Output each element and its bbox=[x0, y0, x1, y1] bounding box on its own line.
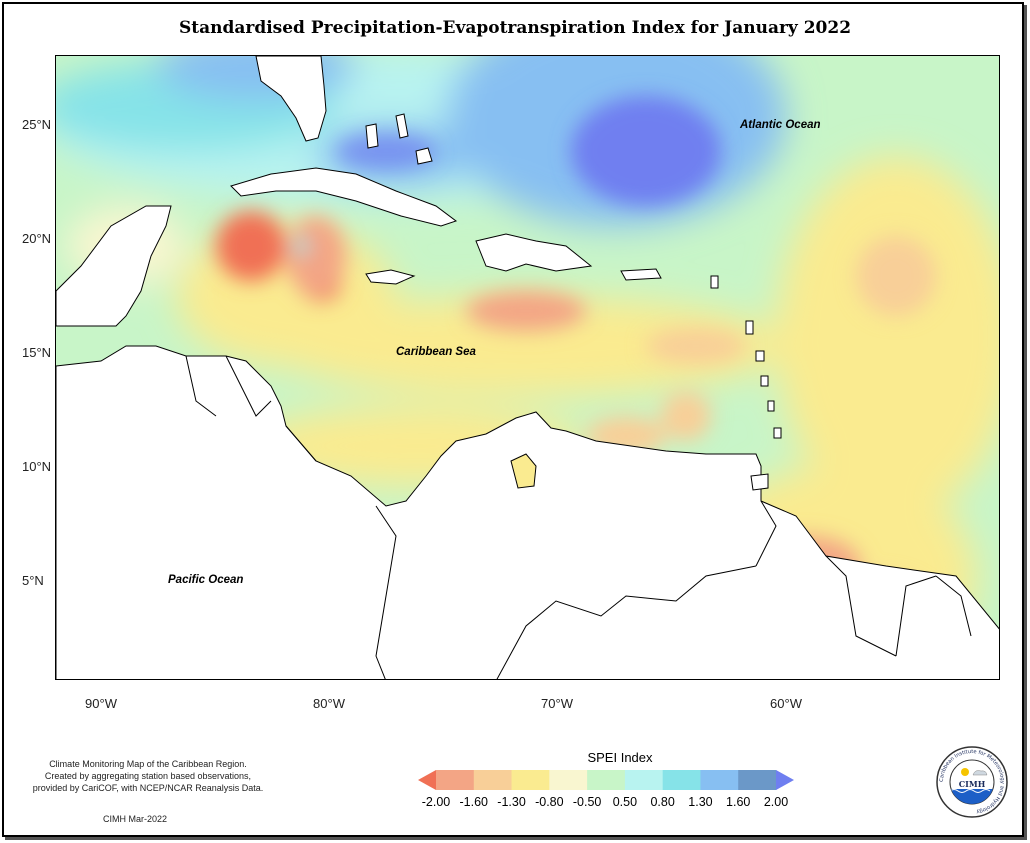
legend-swatch-7 bbox=[700, 770, 739, 790]
legend-tick-label: -0.80 bbox=[535, 795, 564, 809]
legend-tick-label: -1.30 bbox=[497, 795, 526, 809]
jamaica bbox=[365, 269, 416, 285]
sun-icon bbox=[961, 768, 969, 776]
legend-swatch-5 bbox=[624, 770, 664, 790]
legend-title: SPEI Index bbox=[587, 750, 653, 765]
cimh-logo: Caribbean Institute for Meteorology and … bbox=[936, 746, 1008, 818]
legend-tick-label: 0.50 bbox=[612, 795, 638, 809]
lat-label-15n: 15°N bbox=[22, 345, 52, 360]
legend-tick-label: -2.00 bbox=[421, 795, 451, 809]
legend-swatch-3 bbox=[549, 770, 588, 790]
land-masses bbox=[56, 56, 999, 679]
trinidad bbox=[750, 473, 769, 491]
lat-label-20n: 20°N bbox=[22, 231, 52, 246]
logo-emblem bbox=[950, 768, 994, 804]
bahamas bbox=[365, 113, 433, 165]
legend-swatch-0 bbox=[436, 770, 475, 790]
footer-credit: CIMH Mar-2022 bbox=[102, 814, 167, 824]
pacific-ocean-label: Pacific Ocean bbox=[168, 574, 244, 586]
lake-maracaibo bbox=[510, 453, 537, 489]
lon-label-70w: 70°W bbox=[541, 696, 573, 711]
lon-label-90w: 90°W bbox=[85, 696, 117, 711]
legend-swatch-2 bbox=[511, 770, 550, 790]
spei-map bbox=[55, 55, 1000, 680]
hispaniola bbox=[475, 233, 593, 272]
cloud-icon bbox=[972, 770, 988, 776]
lat-label-5n: 5°N bbox=[22, 573, 44, 588]
legend-swatch-min bbox=[418, 770, 436, 790]
legend-tick-label: -0.50 bbox=[572, 795, 602, 809]
puerto-rico bbox=[620, 268, 662, 281]
country-boundaries bbox=[185, 355, 972, 679]
map-title: Standardised Precipitation-Evapotranspir… bbox=[178, 18, 852, 38]
lat-label-10n: 10°N bbox=[22, 459, 52, 474]
yucatan bbox=[56, 205, 172, 327]
cuba bbox=[230, 167, 458, 227]
caribbean-sea-label: Caribbean Sea bbox=[396, 346, 476, 358]
logo-text: CIMH bbox=[959, 779, 986, 789]
footer-description: Climate Monitoring Map of the Caribbean … bbox=[18, 758, 278, 794]
map-canvas bbox=[56, 56, 999, 679]
legend-swatch-1 bbox=[473, 770, 513, 790]
legend-tick-label: 2.00 bbox=[763, 795, 789, 809]
legend-tick-label: 0.80 bbox=[650, 795, 675, 809]
footer-line-2: Created by aggregating station based obs… bbox=[44, 771, 252, 781]
legend-tick-label: 1.60 bbox=[726, 795, 751, 809]
atlantic-ocean-label: Atlantic Ocean bbox=[740, 119, 821, 131]
lesser-antilles bbox=[710, 275, 782, 439]
lon-label-60w: 60°W bbox=[770, 696, 802, 711]
footer-line-3: provided by CariCOF, with NCEP/NCAR Rean… bbox=[32, 783, 264, 793]
legend-tick-label: 1.30 bbox=[688, 795, 713, 809]
legend-tick-label: -1.60 bbox=[459, 795, 489, 809]
legend-swatch-max bbox=[776, 770, 794, 790]
legend-swatch-8 bbox=[738, 770, 777, 790]
lat-label-25n: 25°N bbox=[22, 117, 52, 132]
footer-line-1: Climate Monitoring Map of the Caribbean … bbox=[49, 759, 247, 769]
legend-colorbar bbox=[418, 770, 794, 790]
lon-label-80w: 80°W bbox=[313, 696, 345, 711]
florida bbox=[255, 56, 327, 142]
legend-swatch-4 bbox=[587, 770, 626, 790]
legend-swatch-6 bbox=[662, 770, 701, 790]
